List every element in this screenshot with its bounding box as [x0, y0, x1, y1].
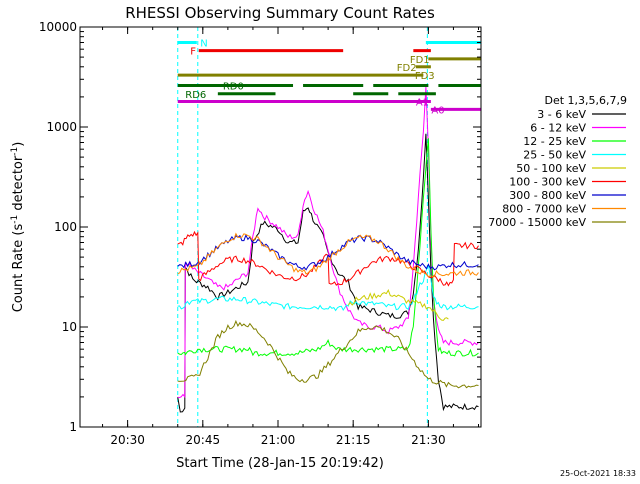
- y-axis-label-tail: detector: [11, 155, 26, 215]
- state-label-fd2: FD2: [397, 63, 417, 74]
- legend-label-300-800-kev: 300 - 800 keV: [509, 189, 586, 202]
- legend-label-25-50-kev: 25 - 50 keV: [523, 149, 586, 162]
- legend-label-100-300-kev: 100 - 300 keV: [509, 176, 586, 189]
- series-line-6-12-kev: [177, 86, 479, 399]
- y-tick-label-1: 1: [69, 420, 77, 434]
- legend-label-50-100-kev: 50 - 100 keV: [516, 162, 586, 175]
- state-label-n: N: [200, 38, 207, 49]
- state-label-rd0: RD0: [223, 82, 244, 93]
- x-tick-label-21-15: 21:15: [336, 433, 371, 447]
- x-tick-label-21-30: 21:30: [411, 433, 446, 447]
- chart-title: RHESSI Observing Summary Count Rates: [125, 4, 435, 22]
- state-label-rd6: RD6: [185, 90, 206, 101]
- state-label-fd1: FD1: [410, 55, 430, 66]
- series-line-7000-15000-kev: [177, 319, 479, 389]
- state-label-a1: A1: [416, 97, 429, 108]
- legend-title: Det 1,3,5,6,7,9: [544, 94, 627, 107]
- legend-label-12-25-kev: 12 - 25 keV: [523, 135, 586, 148]
- y-axis-label-main: Count Rate (s: [11, 224, 26, 313]
- y-axis-label: Count Rate (s-1 detector-1): [10, 142, 26, 313]
- legend-label-3-6-kev: 3 - 6 keV: [537, 108, 586, 121]
- state-label-a0: A0: [431, 105, 444, 116]
- x-axis-label: Start Time (28-Jan-15 20:19:42): [176, 456, 384, 471]
- y-axis-label-close: ): [11, 142, 26, 147]
- y-tick-label-100: 100: [54, 220, 77, 234]
- series-line-300-800-kev: [177, 233, 479, 271]
- y-axis-label-exponent: -1: [10, 215, 20, 224]
- series-line-3-6-kev: [177, 133, 479, 413]
- y-tick-label-10: 10: [62, 320, 77, 334]
- state-label-f: F: [190, 47, 196, 58]
- series-line-50-100-kev: [347, 289, 449, 321]
- legend-label-800-7000-kev: 800 - 7000 keV: [502, 203, 586, 216]
- legend-label-7000-15000-kev: 7000 - 15000 keV: [488, 216, 586, 229]
- footer-timestamp: 25-Oct-2021 18:33: [560, 469, 636, 478]
- series-line-100-300-kev: [177, 230, 479, 287]
- series-line-800-7000-kev: [177, 232, 479, 278]
- y-tick-label-1000: 1000: [46, 120, 77, 134]
- x-tick-label-20-30: 20:30: [110, 433, 145, 447]
- y-tick-label-10000: 10000: [39, 20, 77, 34]
- y-axis-label-exponent-2: -1: [10, 147, 20, 156]
- x-tick-label-21-00: 21:00: [261, 433, 296, 447]
- x-tick-label-20-45: 20:45: [186, 433, 221, 447]
- series-line-12-25-kev: [177, 138, 479, 357]
- legend-label-6-12-kev: 6 - 12 keV: [530, 122, 586, 135]
- state-label-fd3: FD3: [415, 71, 435, 82]
